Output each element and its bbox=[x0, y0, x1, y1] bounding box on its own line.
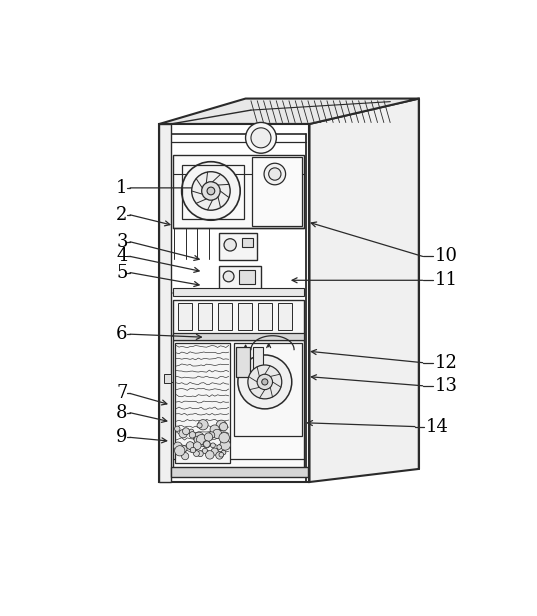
Circle shape bbox=[203, 440, 211, 448]
Circle shape bbox=[223, 271, 234, 282]
Circle shape bbox=[190, 447, 195, 453]
Bar bbox=[278, 303, 292, 330]
Polygon shape bbox=[309, 99, 419, 482]
Text: 14: 14 bbox=[426, 418, 448, 436]
Bar bbox=[219, 233, 257, 260]
Circle shape bbox=[175, 426, 180, 431]
Circle shape bbox=[217, 445, 221, 450]
Circle shape bbox=[220, 440, 230, 450]
Circle shape bbox=[198, 419, 208, 430]
Bar bbox=[173, 288, 304, 296]
Text: 2: 2 bbox=[116, 206, 128, 224]
Circle shape bbox=[211, 448, 218, 455]
Circle shape bbox=[262, 379, 268, 385]
Bar bbox=[238, 303, 252, 330]
Text: 3: 3 bbox=[116, 233, 128, 251]
Text: 5: 5 bbox=[116, 264, 128, 282]
Bar bbox=[242, 238, 253, 247]
Circle shape bbox=[264, 163, 286, 185]
Bar bbox=[159, 124, 309, 482]
Circle shape bbox=[204, 441, 210, 447]
Circle shape bbox=[208, 432, 215, 439]
Circle shape bbox=[193, 451, 199, 456]
Circle shape bbox=[193, 432, 204, 443]
Text: 12: 12 bbox=[435, 354, 458, 371]
Circle shape bbox=[238, 355, 292, 409]
Circle shape bbox=[188, 443, 195, 450]
Bar bbox=[183, 164, 244, 219]
Bar bbox=[198, 303, 212, 330]
Bar bbox=[173, 300, 304, 335]
Bar bbox=[175, 344, 230, 463]
Bar bbox=[258, 303, 272, 330]
Circle shape bbox=[179, 429, 187, 438]
Circle shape bbox=[204, 433, 213, 441]
Circle shape bbox=[193, 442, 201, 450]
Text: 11: 11 bbox=[435, 271, 458, 290]
Bar bbox=[236, 347, 250, 376]
Bar bbox=[159, 124, 171, 482]
Bar bbox=[173, 155, 304, 228]
Text: 9: 9 bbox=[116, 428, 128, 447]
Circle shape bbox=[216, 452, 223, 459]
Circle shape bbox=[251, 128, 271, 148]
Text: 13: 13 bbox=[435, 377, 458, 395]
Text: 7: 7 bbox=[116, 384, 128, 402]
Bar bbox=[240, 270, 255, 284]
Circle shape bbox=[219, 432, 229, 443]
Text: 10: 10 bbox=[435, 248, 458, 265]
Bar bbox=[218, 303, 231, 330]
Polygon shape bbox=[159, 99, 419, 124]
Text: 8: 8 bbox=[116, 403, 128, 422]
Circle shape bbox=[219, 452, 223, 457]
Circle shape bbox=[173, 442, 182, 450]
Circle shape bbox=[268, 168, 281, 180]
Circle shape bbox=[197, 451, 203, 456]
Circle shape bbox=[220, 423, 228, 431]
Circle shape bbox=[216, 420, 227, 431]
Bar bbox=[178, 303, 192, 330]
Circle shape bbox=[189, 432, 195, 438]
Bar bbox=[164, 375, 171, 383]
Circle shape bbox=[182, 161, 240, 221]
Bar bbox=[173, 333, 304, 339]
Circle shape bbox=[245, 123, 277, 153]
Circle shape bbox=[206, 451, 214, 459]
Circle shape bbox=[202, 182, 220, 200]
Bar bbox=[219, 266, 261, 290]
Text: 4: 4 bbox=[116, 248, 128, 265]
Circle shape bbox=[197, 423, 202, 428]
Bar bbox=[253, 347, 263, 369]
Circle shape bbox=[194, 436, 201, 443]
Circle shape bbox=[248, 365, 282, 399]
Circle shape bbox=[189, 429, 194, 434]
Circle shape bbox=[207, 187, 215, 195]
Circle shape bbox=[221, 450, 226, 455]
Circle shape bbox=[192, 172, 230, 210]
Circle shape bbox=[200, 436, 205, 440]
Circle shape bbox=[199, 439, 206, 447]
Circle shape bbox=[257, 375, 272, 390]
Circle shape bbox=[183, 428, 190, 435]
Circle shape bbox=[186, 442, 194, 449]
Circle shape bbox=[197, 434, 207, 445]
Circle shape bbox=[175, 445, 185, 456]
Bar bbox=[252, 157, 302, 226]
Bar bbox=[234, 344, 302, 436]
Circle shape bbox=[202, 448, 208, 453]
Circle shape bbox=[213, 429, 222, 439]
Bar bbox=[171, 467, 308, 477]
Bar bbox=[173, 339, 304, 471]
Text: 6: 6 bbox=[116, 325, 128, 343]
Text: 1: 1 bbox=[116, 179, 128, 197]
Circle shape bbox=[224, 238, 236, 251]
Circle shape bbox=[210, 425, 220, 434]
Circle shape bbox=[181, 445, 187, 452]
Circle shape bbox=[211, 443, 215, 448]
Circle shape bbox=[182, 453, 189, 460]
